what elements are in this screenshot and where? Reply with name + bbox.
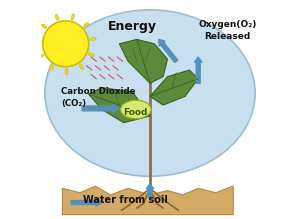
Polygon shape bbox=[62, 186, 233, 215]
Ellipse shape bbox=[120, 100, 151, 119]
FancyArrow shape bbox=[159, 39, 178, 63]
Ellipse shape bbox=[65, 69, 68, 75]
Ellipse shape bbox=[42, 24, 46, 28]
FancyArrow shape bbox=[194, 57, 202, 83]
Polygon shape bbox=[89, 88, 150, 123]
FancyArrow shape bbox=[146, 184, 154, 197]
Ellipse shape bbox=[35, 39, 41, 42]
Polygon shape bbox=[119, 39, 167, 83]
Ellipse shape bbox=[56, 14, 58, 20]
Text: Carbon Dioxide
(CO₂): Carbon Dioxide (CO₂) bbox=[61, 87, 136, 108]
FancyArrow shape bbox=[71, 199, 102, 206]
Ellipse shape bbox=[90, 38, 96, 40]
Ellipse shape bbox=[88, 53, 94, 56]
Ellipse shape bbox=[38, 54, 44, 58]
Text: Energy: Energy bbox=[108, 20, 157, 33]
FancyArrow shape bbox=[82, 104, 119, 113]
Text: Water from soil: Water from soil bbox=[83, 195, 168, 205]
Text: Food: Food bbox=[124, 108, 148, 117]
Ellipse shape bbox=[80, 64, 83, 69]
Text: Oxygen(O₂)
Released: Oxygen(O₂) Released bbox=[199, 20, 257, 41]
Polygon shape bbox=[150, 70, 198, 105]
Ellipse shape bbox=[84, 23, 88, 27]
Ellipse shape bbox=[71, 14, 74, 20]
Ellipse shape bbox=[45, 10, 255, 176]
Ellipse shape bbox=[50, 65, 53, 70]
Circle shape bbox=[43, 21, 89, 67]
